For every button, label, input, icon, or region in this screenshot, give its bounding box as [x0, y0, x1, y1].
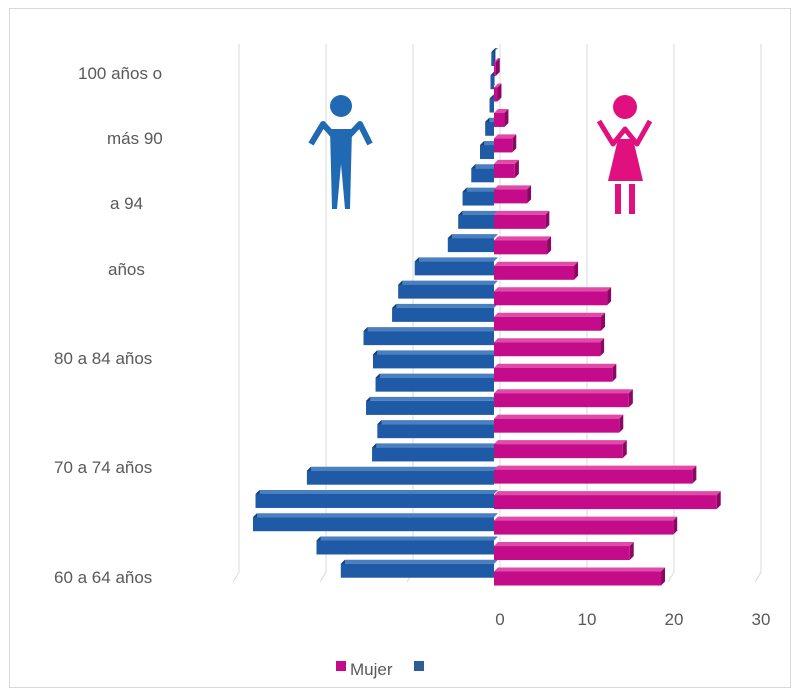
population-pyramid-chart: 100 años o más 90 a 94 años 80 a 84 años 70 a… [54, 44, 770, 679]
gridline [232, 44, 240, 583]
legend-swatch-hombre [414, 661, 424, 671]
bar-hombre [375, 373, 498, 392]
legend-label-mujer: Mujer [350, 660, 393, 679]
bar-hombre [255, 489, 498, 508]
bar-hombre [253, 513, 498, 532]
category-label: 100 años o [78, 64, 162, 83]
bar-hombre [458, 210, 498, 229]
x-tick-label: 0 [495, 610, 504, 629]
bar-mujer [494, 261, 579, 280]
legend-swatch-mujer [336, 661, 346, 671]
bar-hombre [480, 141, 498, 160]
x-tick-label: 20 [665, 610, 684, 629]
bar-mujer [494, 491, 721, 510]
bar-hombre [373, 350, 498, 369]
category-label: 80 a 84 años [54, 349, 152, 368]
category-label: años [108, 260, 145, 279]
bar-hombre [414, 257, 498, 276]
bar-hombre [491, 48, 498, 66]
bar-mujer [494, 185, 532, 204]
bar-hombre [462, 187, 498, 206]
bar-mujer [494, 236, 552, 255]
bar-hombre [398, 280, 498, 299]
bar-hombre [471, 164, 498, 183]
bar-hombre [316, 536, 498, 555]
bar-mujer [494, 312, 606, 331]
x-tick-label: 30 [752, 610, 771, 629]
x-tick-label: 10 [578, 610, 597, 629]
bar-mujer [494, 210, 550, 229]
category-label: a 94 [110, 194, 143, 213]
bar-hombre [377, 420, 498, 439]
bar-hombre [447, 234, 498, 253]
x-tick-labels: 0 10 20 30 [495, 610, 770, 629]
bar-mujer [494, 338, 605, 357]
bar-mujer [494, 440, 627, 459]
category-label: 70 a 74 años [54, 458, 152, 477]
category-label: más 90 [107, 129, 163, 148]
bar-hombre [372, 443, 498, 462]
legend: Mujer [336, 660, 424, 679]
gridline [667, 44, 675, 583]
bar-hombre [392, 303, 498, 322]
bar-mujer [494, 414, 624, 433]
chart-area: 100 años o más 90 a 94 años 80 a 84 años 70 a… [9, 8, 791, 688]
bar-mujer [494, 516, 678, 535]
bar-hombre [366, 396, 498, 415]
male-figure-icon [308, 95, 373, 209]
bar-mujer [494, 465, 697, 484]
bar-mujer [494, 159, 519, 178]
bar-mujer [494, 542, 634, 561]
bar-hombre [340, 559, 498, 578]
bar-mujer [494, 287, 612, 306]
bar-mujer [494, 363, 617, 382]
category-labels: 100 años o más 90 a 94 años 80 a 84 años 70 a… [54, 64, 163, 587]
female-figure-icon [596, 95, 653, 214]
bar-mujer [494, 83, 502, 102]
bar-mujer [494, 567, 666, 586]
gridline [754, 44, 762, 583]
bars [253, 48, 721, 586]
bar-hombre [363, 327, 498, 346]
bar-mujer [494, 58, 500, 76]
category-label: 60 a 64 años [54, 568, 152, 587]
gridline [319, 44, 327, 583]
bar-mujer [494, 389, 633, 408]
bar-mujer [494, 108, 509, 127]
bar-mujer [494, 134, 517, 153]
bar-hombre [306, 466, 498, 485]
